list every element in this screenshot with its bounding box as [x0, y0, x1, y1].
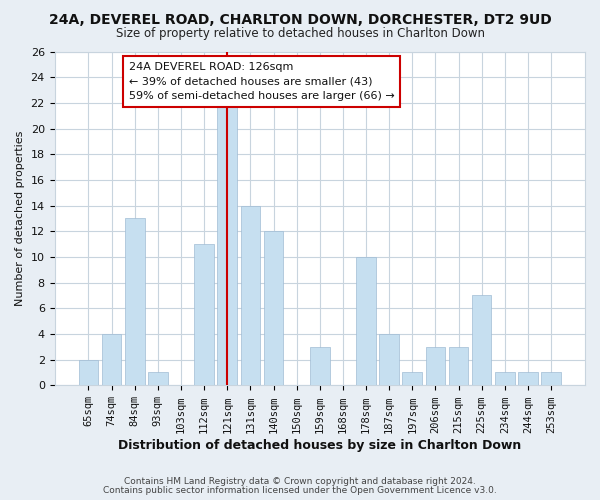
Bar	[194, 244, 214, 386]
Bar	[217, 103, 237, 386]
Text: 24A DEVEREL ROAD: 126sqm
← 39% of detached houses are smaller (43)
59% of semi-d: 24A DEVEREL ROAD: 126sqm ← 39% of detach…	[129, 62, 395, 101]
Bar	[449, 347, 469, 386]
Bar	[241, 206, 260, 386]
Y-axis label: Number of detached properties: Number of detached properties	[15, 130, 25, 306]
Text: Contains HM Land Registry data © Crown copyright and database right 2024.: Contains HM Land Registry data © Crown c…	[124, 477, 476, 486]
Bar	[425, 347, 445, 386]
Bar	[125, 218, 145, 386]
Text: Contains public sector information licensed under the Open Government Licence v3: Contains public sector information licen…	[103, 486, 497, 495]
Bar	[403, 372, 422, 386]
Bar	[356, 257, 376, 386]
Bar	[310, 347, 329, 386]
Bar	[541, 372, 561, 386]
Bar	[79, 360, 98, 386]
Text: Size of property relative to detached houses in Charlton Down: Size of property relative to detached ho…	[115, 28, 485, 40]
Bar	[263, 232, 283, 386]
Bar	[102, 334, 121, 386]
X-axis label: Distribution of detached houses by size in Charlton Down: Distribution of detached houses by size …	[118, 440, 521, 452]
Bar	[472, 296, 491, 386]
Bar	[518, 372, 538, 386]
Bar	[379, 334, 399, 386]
Bar	[148, 372, 167, 386]
Bar	[495, 372, 515, 386]
Text: 24A, DEVEREL ROAD, CHARLTON DOWN, DORCHESTER, DT2 9UD: 24A, DEVEREL ROAD, CHARLTON DOWN, DORCHE…	[49, 12, 551, 26]
